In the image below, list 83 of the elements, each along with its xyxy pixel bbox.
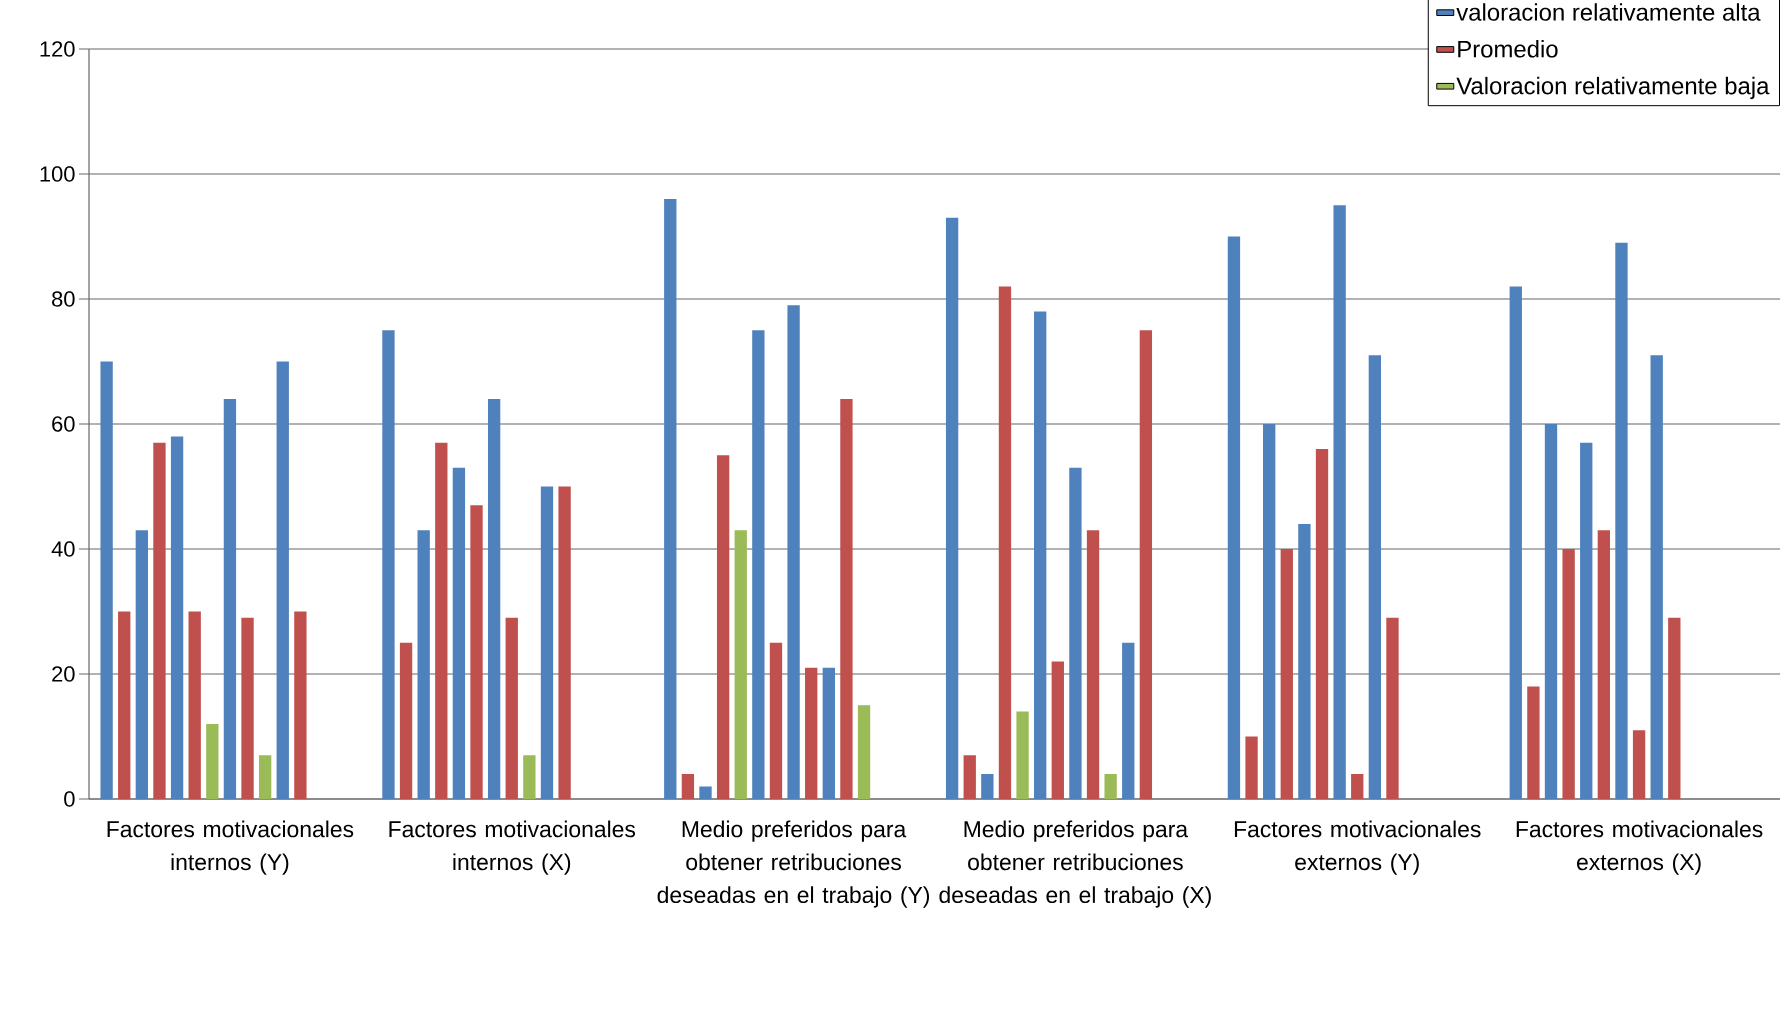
bar xyxy=(963,755,976,799)
bar xyxy=(1650,355,1663,799)
bar xyxy=(1562,549,1575,799)
bar xyxy=(1597,530,1611,799)
bar xyxy=(787,305,800,799)
bar xyxy=(1104,774,1117,799)
bar xyxy=(417,530,430,799)
bar xyxy=(945,217,959,799)
bar xyxy=(1368,355,1382,799)
bar xyxy=(1632,730,1646,799)
bar xyxy=(452,467,466,799)
bar xyxy=(118,611,131,799)
bar xyxy=(681,774,695,799)
legend-label: Valoracion relativamente baja xyxy=(1456,76,1770,100)
bar xyxy=(505,617,518,799)
bar xyxy=(1263,424,1276,799)
bar xyxy=(1298,524,1311,799)
bar xyxy=(1227,236,1241,799)
bar xyxy=(100,361,113,799)
bar xyxy=(1051,661,1064,799)
legend-label: Promedio xyxy=(1458,40,1558,58)
bar xyxy=(769,642,783,799)
bar xyxy=(223,398,237,799)
bar xyxy=(1668,617,1681,799)
bar xyxy=(1527,686,1540,799)
bar xyxy=(188,611,201,799)
bar xyxy=(294,611,307,799)
bar xyxy=(135,530,149,799)
bar xyxy=(523,755,536,799)
bar xyxy=(558,486,571,799)
y-tick-label: 100 xyxy=(40,166,75,182)
y-tick-label: 120 xyxy=(40,41,75,57)
bar xyxy=(1315,449,1329,799)
bar xyxy=(664,198,677,799)
bar xyxy=(699,786,712,799)
bar xyxy=(170,436,184,799)
x-tick-label: Medio preferidos para obtener retribuciones deseadas en el trabajo (X) xyxy=(939,820,1211,908)
bar xyxy=(540,486,554,799)
bar xyxy=(1615,242,1628,799)
legend-label: valoracion relativamente alta xyxy=(1456,3,1761,21)
x-tick-label: Medio preferidos para obtener retribuciones deseadas en el trabajo (Y) xyxy=(657,820,930,908)
bar xyxy=(1509,286,1522,799)
bar xyxy=(241,617,254,799)
bar xyxy=(276,361,289,799)
bar xyxy=(206,724,219,799)
bar xyxy=(1086,530,1100,799)
bar xyxy=(1016,711,1029,799)
bar xyxy=(382,330,395,799)
bar xyxy=(487,398,501,799)
bar xyxy=(1245,736,1258,799)
bar xyxy=(1333,205,1346,799)
x-tick-label: Factores motivacionales internos (Y) xyxy=(107,820,354,875)
bar xyxy=(1580,442,1593,799)
x-tick-label: Factores motivacionales internos (X) xyxy=(389,820,636,875)
bar xyxy=(1069,467,1082,799)
bar xyxy=(1386,617,1399,799)
bar xyxy=(399,642,413,799)
bar xyxy=(716,455,730,799)
bar xyxy=(1280,549,1293,799)
bar xyxy=(734,530,747,799)
y-tick-label: 40 xyxy=(51,541,75,557)
y-tick-label: 0 xyxy=(64,791,75,807)
bar xyxy=(752,330,765,799)
bar xyxy=(857,705,871,799)
x-tick-label: Factores motivacionales externos (Y) xyxy=(1234,820,1481,875)
y-tick-label: 60 xyxy=(52,416,75,432)
y-tick-label: 20 xyxy=(52,666,75,682)
bar xyxy=(981,774,994,799)
bar xyxy=(258,755,272,799)
bar xyxy=(1122,642,1135,799)
bar xyxy=(1351,774,1364,799)
bar xyxy=(840,398,853,799)
bar xyxy=(1139,330,1153,799)
bar xyxy=(1544,424,1558,799)
bar xyxy=(1034,311,1047,799)
y-tick-label: 80 xyxy=(52,291,75,307)
bar xyxy=(822,667,835,799)
bar xyxy=(435,442,448,799)
bar xyxy=(153,442,166,799)
bar xyxy=(998,286,1012,799)
x-tick-label: Factores motivacionales externos (X) xyxy=(1516,820,1763,875)
bar xyxy=(805,667,818,799)
bar xyxy=(470,505,483,799)
